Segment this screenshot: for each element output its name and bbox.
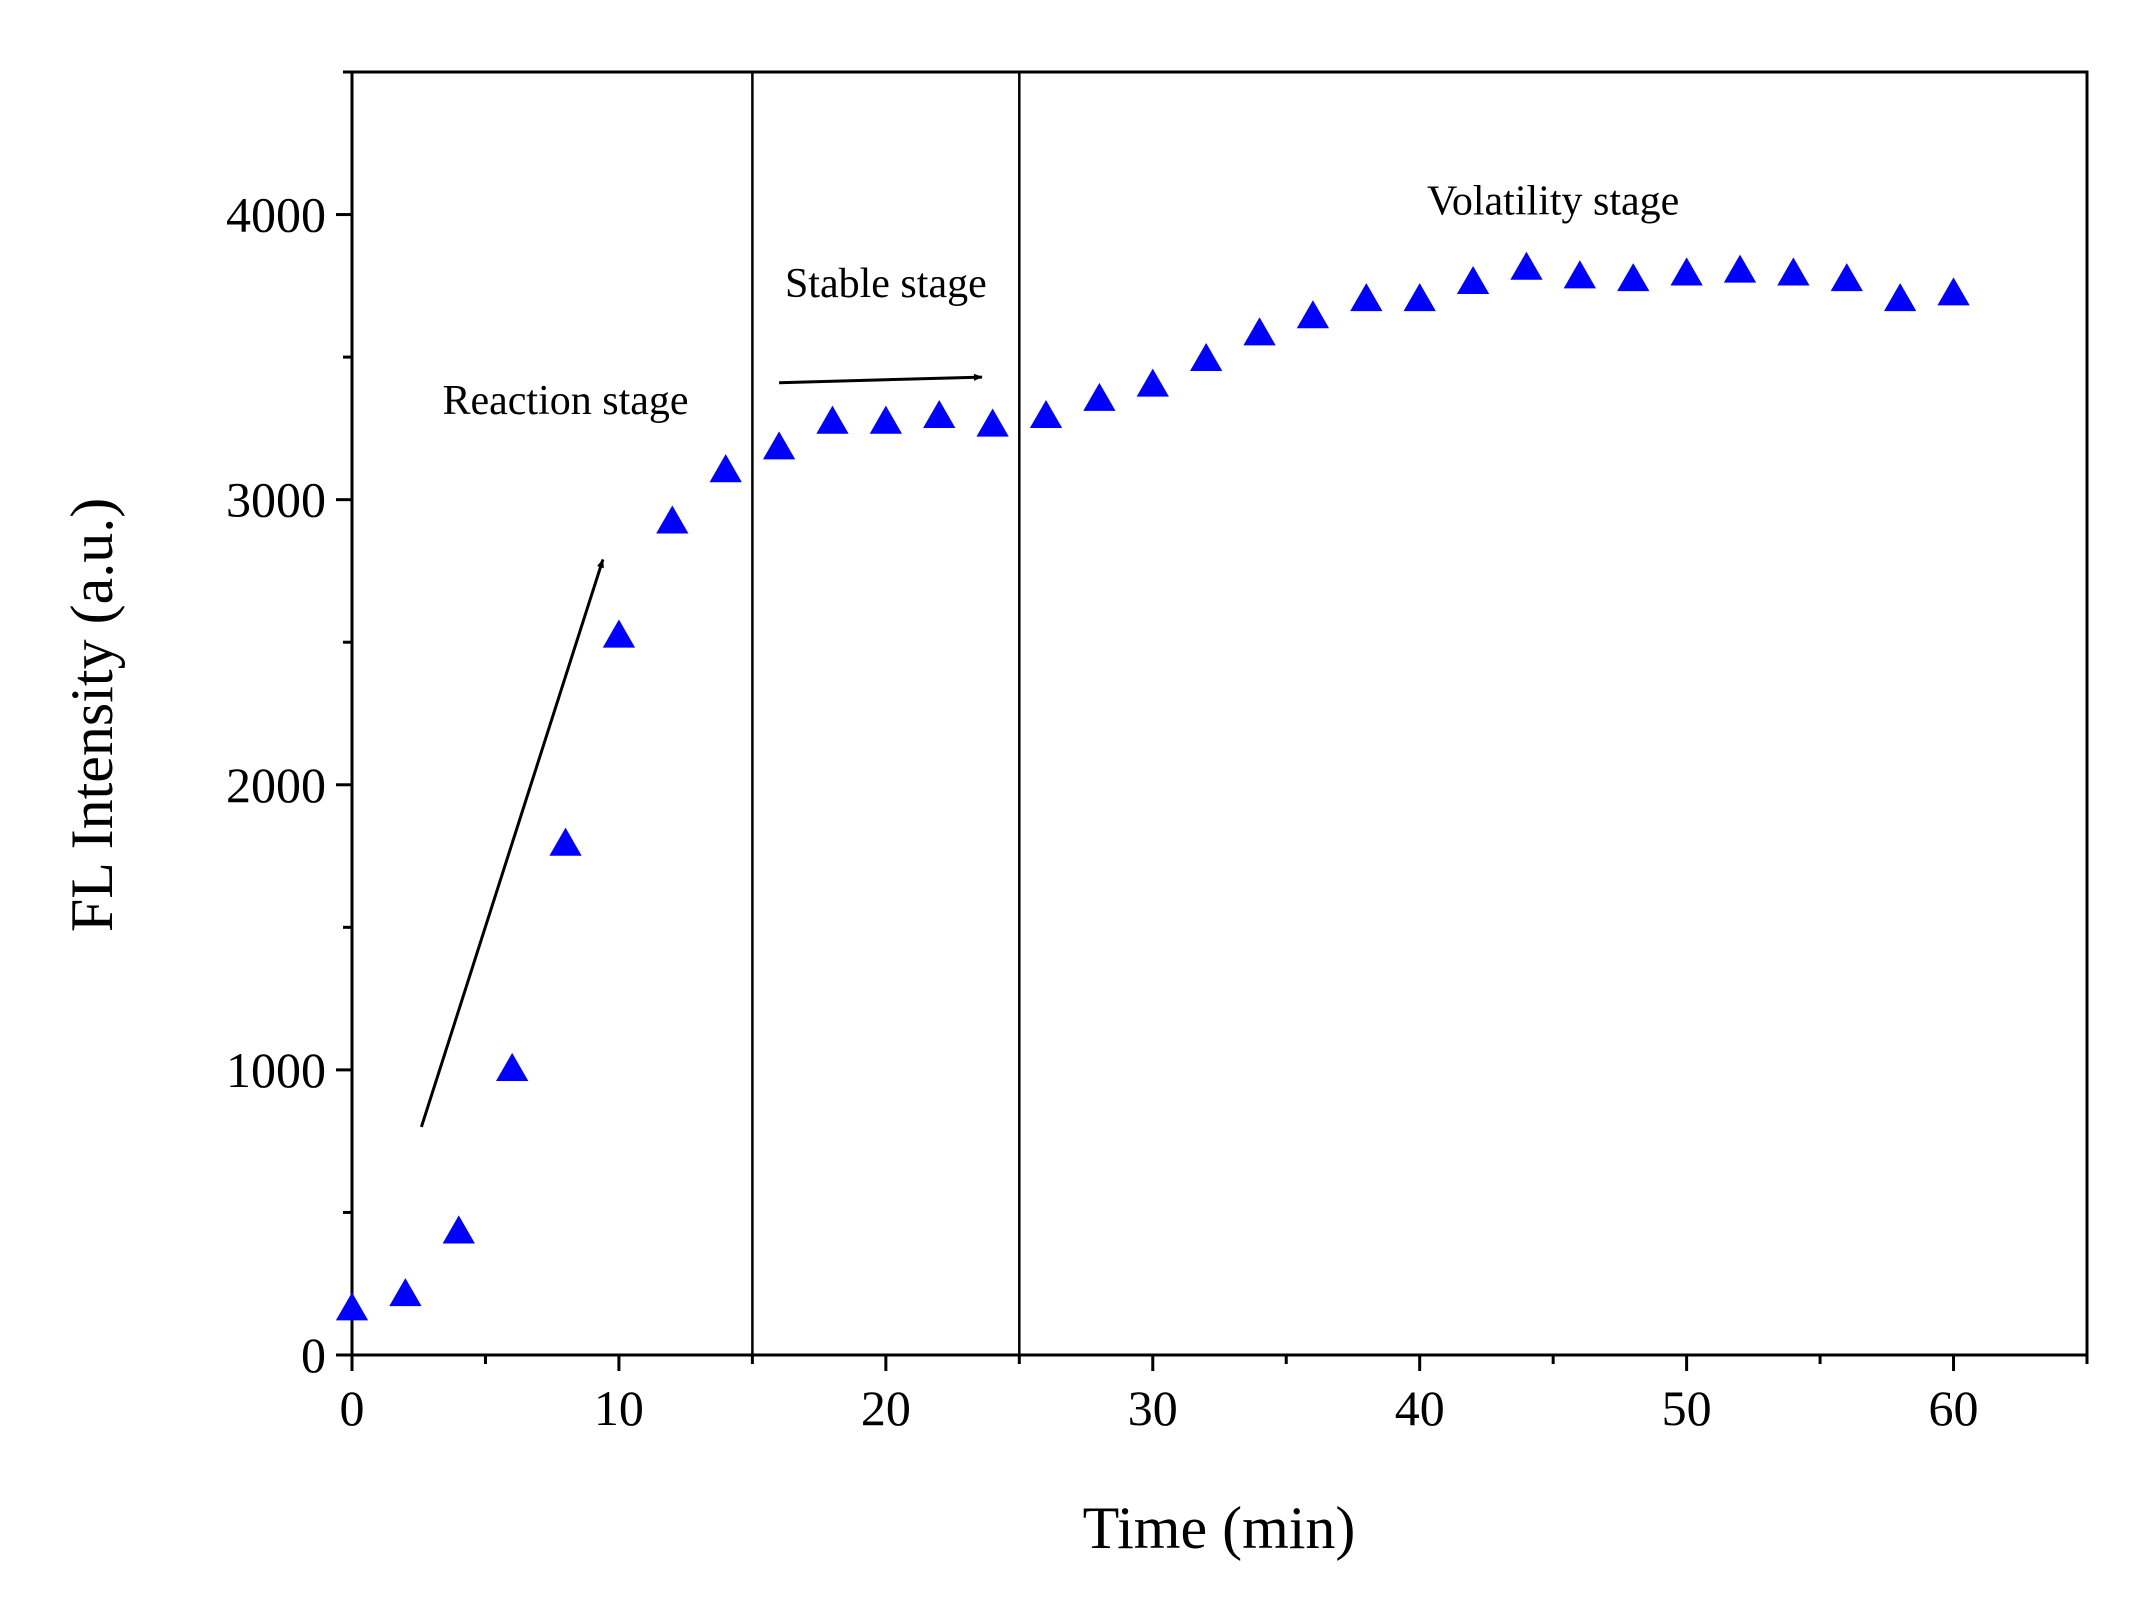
data-point [1937, 277, 1970, 306]
data-point [1190, 342, 1223, 372]
data-point [1083, 382, 1116, 411]
data-point [1243, 317, 1276, 346]
data-point [1510, 251, 1543, 280]
data-point [656, 505, 689, 534]
data-point [1777, 257, 1810, 286]
y-tick-label: 2000 [226, 757, 326, 813]
stage-arrows [419, 373, 983, 1128]
x-tick-label: 60 [1929, 1380, 1979, 1436]
stage-arrow [419, 558, 605, 1128]
y-tick-label: 4000 [226, 187, 326, 243]
data-point [869, 405, 902, 434]
data-point [1029, 399, 1063, 429]
data-point [1830, 263, 1863, 292]
data-point [976, 408, 1009, 437]
stage-divider-lines [751, 72, 1021, 1355]
stage-annotations: Reaction stage Stable stage Volatility sta… [442, 179, 1679, 425]
x-tick-label: 20 [861, 1380, 911, 1436]
stage-annotation: Stable stage [785, 261, 987, 307]
data-point [762, 431, 796, 460]
data-point [1350, 283, 1383, 312]
x-tick-label: 30 [1128, 1380, 1178, 1436]
stage-arrow [779, 373, 983, 385]
x-axis-label: Time (min) [1083, 1495, 1356, 1561]
data-point [1563, 260, 1596, 289]
data-point [442, 1215, 475, 1244]
data-point [1403, 283, 1436, 312]
axis-ticks: 0 10 20 30 40 50 60 0 1000 2000 3000 4000 [226, 70, 2089, 1436]
data-point [923, 399, 956, 429]
y-axis-label: FL Intensity (a.u.) [59, 498, 125, 932]
y-tick-label: 0 [301, 1327, 326, 1383]
data-point [602, 619, 636, 648]
stage-annotation: Reaction stage [442, 378, 688, 424]
x-tick-label: 0 [340, 1380, 365, 1436]
data-point [389, 1278, 422, 1307]
data-point [1136, 368, 1169, 397]
x-tick-label: 40 [1395, 1380, 1445, 1436]
data-point [496, 1052, 529, 1081]
data-point [549, 827, 582, 856]
data-point [1723, 254, 1757, 283]
stage-annotation: Volatility stage [1427, 179, 1679, 225]
data-point [1617, 263, 1650, 292]
x-tick-label: 10 [594, 1380, 644, 1436]
data-point [816, 405, 849, 434]
y-tick-label: 3000 [226, 472, 326, 528]
data-point [1670, 257, 1703, 286]
data-point [709, 454, 742, 483]
data-points [335, 251, 1970, 1321]
data-point [1884, 283, 1917, 312]
data-point [335, 1292, 369, 1321]
plot-frame [350, 70, 2089, 1357]
data-point [1296, 300, 1330, 329]
x-tick-label: 50 [1662, 1380, 1712, 1436]
y-tick-label: 1000 [226, 1042, 326, 1098]
data-point [1456, 265, 1490, 295]
